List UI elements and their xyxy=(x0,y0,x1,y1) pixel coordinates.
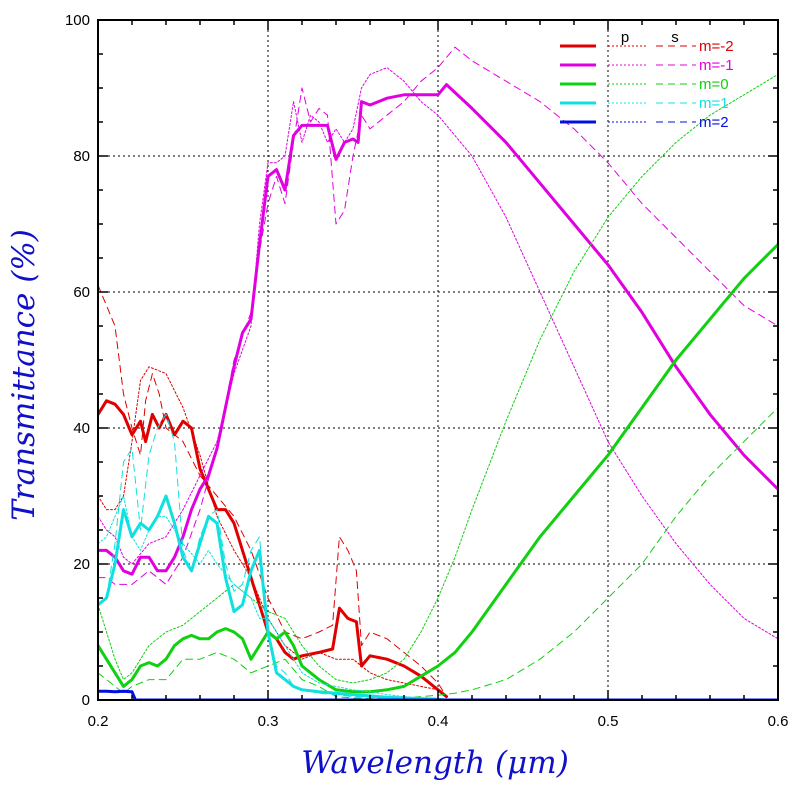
legend-header-p: p xyxy=(621,29,629,46)
y-axis-title: Transmittance (%) xyxy=(6,229,42,521)
series-m1-p xyxy=(98,495,447,700)
series-m-1-p xyxy=(98,67,778,640)
series-m0-p xyxy=(98,73,778,684)
series-m-1-total xyxy=(98,83,778,576)
series-m-1-s xyxy=(98,46,778,585)
axis-ticks xyxy=(97,19,779,701)
series-m-2-s xyxy=(98,284,447,698)
y-tick-label: 80 xyxy=(73,148,90,165)
series-m1-s xyxy=(98,413,447,700)
legend-label-m1: m=1 xyxy=(699,95,729,112)
series-lines xyxy=(98,46,778,700)
y-tick-label: 60 xyxy=(73,284,90,301)
y-tick-label: 0 xyxy=(82,692,90,709)
series-m1-total xyxy=(98,494,448,700)
series-m0-s xyxy=(98,407,778,700)
legend-header-s: s xyxy=(671,29,679,46)
y-tick-label: 100 xyxy=(65,12,90,29)
legend-label-m-1: m=-1 xyxy=(699,57,734,74)
legend-label-m-2: m=-2 xyxy=(699,38,734,55)
legend: p s m=-2 m=-1 m=0 m=1 m=2 xyxy=(560,29,734,131)
series-m-2-total xyxy=(98,399,448,699)
x-tick-label: 0.5 xyxy=(598,713,619,730)
x-tick-label: 0.3 xyxy=(258,713,279,730)
legend-label-m0: m=0 xyxy=(699,76,729,93)
axis-tick-labels: 0.2 0.3 0.4 0.5 0.6 0 20 40 60 80 100 xyxy=(65,12,788,730)
y-tick-label: 40 xyxy=(73,420,90,437)
grid-lines xyxy=(98,20,778,700)
x-tick-label: 0.6 xyxy=(768,713,789,730)
series-m0-total xyxy=(98,242,778,694)
x-axis-title: Wavelength (μm) xyxy=(301,745,569,781)
x-tick-label: 0.2 xyxy=(88,713,109,730)
x-tick-label: 0.4 xyxy=(428,713,449,730)
y-tick-label: 20 xyxy=(73,556,90,573)
legend-label-m2: m=2 xyxy=(699,114,729,131)
series-m2-total xyxy=(98,689,778,700)
